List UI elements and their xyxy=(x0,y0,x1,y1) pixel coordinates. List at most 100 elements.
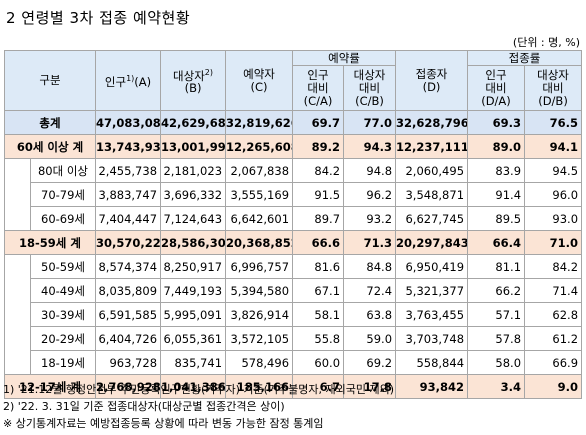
cell-target: 28,586,303 xyxy=(160,230,227,255)
cell-rate-target: 96.2 xyxy=(343,182,397,207)
table-row: 20-29세 6,404,726 6,055,361 3,572,105 55.8 59.… xyxy=(4,326,583,351)
indent-cell xyxy=(4,302,31,327)
cell-vrate-target: 9.0 xyxy=(524,374,583,399)
indent-cell xyxy=(4,350,31,375)
cell-vrate-pop: 66.2 xyxy=(467,278,526,303)
cell-reserved: 5,394,580 xyxy=(225,278,294,303)
cell-rate-pop: 91.5 xyxy=(292,182,345,207)
cell-rate-pop: 66.6 xyxy=(292,230,345,255)
cell-vrate-pop: 83.9 xyxy=(467,158,526,183)
cell-vaccinated: 20,297,843 xyxy=(395,230,469,255)
cell-vaccinated: 3,548,871 xyxy=(395,182,469,207)
cell-rate-pop: 89.7 xyxy=(292,206,345,231)
row-label: 18-59세 계 xyxy=(3,230,97,255)
unit-label: (단위 : 명, %) xyxy=(512,36,580,49)
indent-cell xyxy=(4,254,31,279)
cell-vrate-pop: 89.0 xyxy=(467,134,526,159)
row-label: 50-59세 xyxy=(29,254,97,279)
cell-vrate-target: 96.0 xyxy=(524,182,583,207)
cell-target: 8,250,917 xyxy=(160,254,227,279)
cell-vrate-target: 66.9 xyxy=(524,350,583,375)
cell-target: 5,995,091 xyxy=(160,302,227,327)
cell-rate-target: 63.8 xyxy=(343,302,397,327)
cell-vrate-target: 71.4 xyxy=(524,278,583,303)
cell-vrate-pop: 57.1 xyxy=(467,302,526,327)
cell-vrate-pop: 57.8 xyxy=(467,326,526,351)
cell-vrate-pop: 58.0 xyxy=(467,350,526,375)
vaccination-table: 구분 인구1)(A) 대상자2) (B) 예약자 (C) 예약률 접종자 (D) 접종… xyxy=(3,50,583,399)
indent-cell xyxy=(4,182,31,207)
cell-vaccinated: 6,950,419 xyxy=(395,254,469,279)
cell-rate-target: 69.2 xyxy=(343,350,397,375)
footnote-2: 2) '22. 3. 31일 기준 접종대상자(대상군별 접종간격은 상이) xyxy=(3,400,285,413)
row-label: 70-79세 xyxy=(29,182,97,207)
cell-vaccinated: 93,842 xyxy=(395,374,469,399)
cell-reserved: 3,555,169 xyxy=(225,182,294,207)
row-label: 18-19세 xyxy=(29,350,97,375)
header-category: 구분 xyxy=(3,50,97,111)
cell-population: 30,570,222 xyxy=(95,230,162,255)
cell-target: 42,629,687 xyxy=(160,110,227,135)
header-reservation-rate: 예약률 xyxy=(292,50,397,66)
footnotes: 1) '21.12월 행정안전부 주민등록인구현황(거주자) 기준(거주불명자,… xyxy=(3,381,394,432)
header-population: 인구1)(A) xyxy=(95,50,162,111)
footnote-1: 1) '21.12월 행정안전부 주민등록인구현황(거주자) 기준(거주불명자,… xyxy=(3,383,395,396)
table-row: 18-19세 963,728 835,741 578,496 60.0 69.2 558,8… xyxy=(4,350,583,375)
cell-vrate-target: 76.5 xyxy=(524,110,583,135)
cell-population: 13,743,932 xyxy=(95,134,162,159)
cell-rate-pop: 81.6 xyxy=(292,254,345,279)
table-row: 70-79세 3,883,747 3,696,332 3,555,169 91.5 96.… xyxy=(4,182,583,207)
cell-reserved: 2,067,838 xyxy=(225,158,294,183)
cell-vaccinated: 558,844 xyxy=(395,350,469,375)
row-label: 60세 이상 계 xyxy=(3,134,97,159)
cell-vrate-pop: 81.1 xyxy=(467,254,526,279)
cell-population: 3,883,747 xyxy=(95,182,162,207)
cell-rate-target: 84.8 xyxy=(343,254,397,279)
table-row: 30-39세 6,591,585 5,995,091 3,826,914 58.1 63.… xyxy=(4,302,583,327)
row-label: 12-17세 계 xyxy=(3,374,97,399)
cell-rate-pop: 6.7 xyxy=(292,374,345,399)
cell-vrate-pop: 66.4 xyxy=(467,230,526,255)
cell-reserved: 6,642,601 xyxy=(225,206,294,231)
table-row: 60-69세 7,404,447 7,124,643 6,642,601 89.7 93.… xyxy=(4,206,583,231)
cell-vrate-target: 93.0 xyxy=(524,206,583,231)
table-row: 80대 이상 2,455,738 2,181,023 2,067,838 84.2 94.… xyxy=(4,158,583,183)
cell-population: 6,404,726 xyxy=(95,326,162,351)
table-body: 총계47,083,08242,629,68732,819,62669.777.0… xyxy=(3,110,583,399)
cell-rate-pop: 89.2 xyxy=(292,134,345,159)
row-label: 20-29세 xyxy=(29,326,97,351)
cell-target: 2,181,023 xyxy=(160,158,227,183)
cell-vrate-pop: 89.5 xyxy=(467,206,526,231)
cell-target: 835,741 xyxy=(160,350,227,375)
cell-reserved: 20,368,852 xyxy=(225,230,294,255)
header-vrate-target: 대상자 대비 (D/B) xyxy=(524,65,583,111)
cell-target: 7,449,193 xyxy=(160,278,227,303)
table-row: 50-59세 8,574,374 8,250,917 6,996,757 81.6 84.… xyxy=(4,254,583,279)
cell-target: 1,041,386 xyxy=(160,374,227,399)
header-target: 대상자2) (B) xyxy=(160,50,227,111)
cell-rate-target: 59.0 xyxy=(343,326,397,351)
cell-rate-pop: 67.1 xyxy=(292,278,345,303)
row-label: 총계 xyxy=(3,110,97,135)
cell-rate-pop: 58.1 xyxy=(292,302,345,327)
table-row: 총계47,083,08242,629,68732,819,62669.777.0… xyxy=(3,110,583,135)
table-row: 40-49세 8,035,809 7,449,193 5,394,580 67.1 72.… xyxy=(4,278,583,303)
indent-cell xyxy=(4,326,31,351)
cell-reserved: 32,819,626 xyxy=(225,110,294,135)
indent-cell xyxy=(4,278,31,303)
cell-rate-target: 72.4 xyxy=(343,278,397,303)
cell-population: 47,083,082 xyxy=(95,110,162,135)
cell-vrate-target: 94.1 xyxy=(524,134,583,159)
cell-reserved: 12,265,608 xyxy=(225,134,294,159)
header-vaccination-rate: 접종률 xyxy=(467,50,583,66)
cell-rate-pop: 55.8 xyxy=(292,326,345,351)
cell-target: 7,124,643 xyxy=(160,206,227,231)
cell-rate-target: 17.8 xyxy=(343,374,397,399)
footnote-note: ※ 상기통계자료는 예방접종등록 상황에 따라 변동 가능한 잠정 통계임 xyxy=(3,417,324,430)
row-label: 30-39세 xyxy=(29,302,97,327)
table-row: 12-17세 계 2,768,928 1,041,386 185,166 6.7 17.8… xyxy=(3,374,583,399)
cell-vrate-target: 61.2 xyxy=(524,326,583,351)
cell-population: 7,404,447 xyxy=(95,206,162,231)
cell-rate-pop: 84.2 xyxy=(292,158,345,183)
cell-vrate-pop: 3.4 xyxy=(467,374,526,399)
